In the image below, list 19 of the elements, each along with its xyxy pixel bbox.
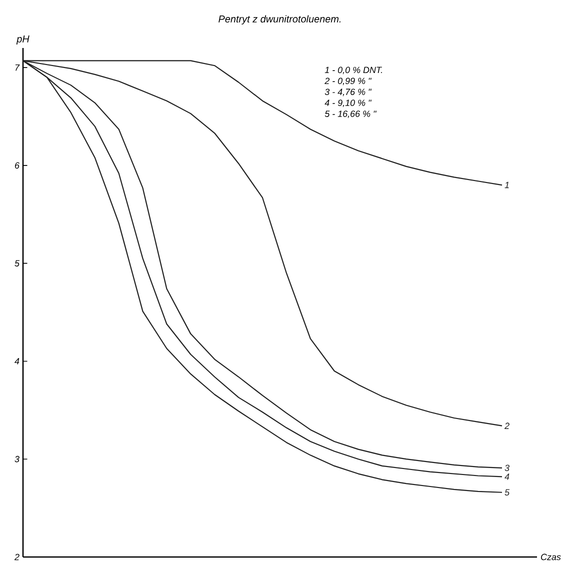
y-tick-label: 6 xyxy=(15,162,20,169)
annotation: 1 - 0,0 % DNT. xyxy=(324,66,382,74)
series-label: 3 xyxy=(504,464,510,472)
y-tick-label: 4 xyxy=(14,358,20,364)
annotation: 4 - 9,10 % " xyxy=(324,100,372,108)
series-label: 1 xyxy=(504,182,509,188)
y-axis-title: pH xyxy=(16,36,30,44)
y-tick-label: 2 xyxy=(14,554,20,560)
annotation: 2 - 0,99 % " xyxy=(324,78,372,86)
annotation: 5 - 16,66 % " xyxy=(324,110,376,118)
series-label: 2 xyxy=(504,422,510,429)
y-tick-label: 7 xyxy=(15,64,20,71)
series-label: 4 xyxy=(504,474,510,480)
x-axis-title: Czas xyxy=(541,554,561,560)
annotation: 3 - 4,76 % " xyxy=(324,88,372,96)
y-tick-label: 5 xyxy=(14,260,20,266)
series-label: 5 xyxy=(504,489,510,496)
y-tick-label: 3 xyxy=(14,456,20,462)
chart-title: Pentryt z dwunitrotoluenem. xyxy=(218,15,341,24)
